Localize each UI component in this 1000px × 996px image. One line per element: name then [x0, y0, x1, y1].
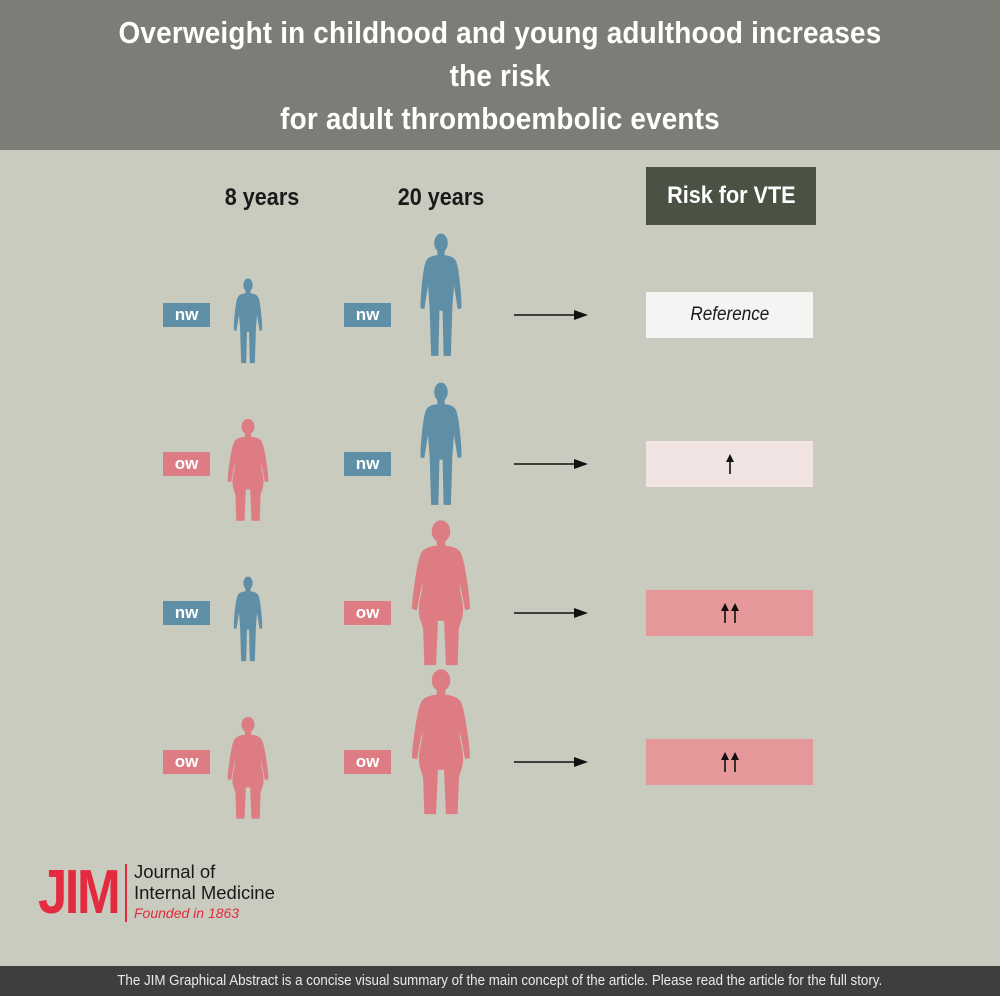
arrow-up-icon	[730, 603, 739, 623]
risk-header-label: Risk for VTE	[666, 182, 796, 209]
arrow-up-icon	[730, 752, 739, 772]
column-header-8-years: 8 years	[224, 184, 300, 211]
arrow-right-icon	[514, 310, 588, 320]
logo-line1: Journal of	[134, 861, 216, 882]
adult-weight-tag-4: ow	[344, 750, 391, 774]
child-weight-tag-4: ow	[163, 750, 210, 774]
child-weight-tag-3: nw	[163, 601, 210, 625]
adult-figure-3	[410, 519, 472, 672]
risk-box-2	[646, 441, 813, 487]
adult-silhouette-icon	[420, 382, 462, 505]
child-weight-tag-1: nw	[163, 303, 210, 327]
child-figure-4	[226, 716, 270, 825]
risk-label: Reference	[690, 304, 769, 325]
arrow-right-icon	[514, 459, 588, 469]
logo-mark: JIM	[38, 858, 121, 927]
adult-weight-tag-2: nw	[344, 452, 391, 476]
adult-figure-1	[415, 221, 467, 374]
risk-box-4	[646, 739, 813, 785]
page-title-line1: Overweight in childhood and young adulth…	[118, 14, 882, 93]
child-figure-1	[230, 269, 266, 378]
page-title-line2: for adult thromboembolic events	[280, 100, 720, 136]
header-banner: Overweight in childhood and young adulth…	[0, 0, 1000, 150]
adult-weight-tag-3: ow	[344, 601, 391, 625]
arrow-up-icon	[720, 752, 729, 772]
footer-text: The JIM Graphical Abstract is a concise …	[117, 973, 883, 989]
arrow-right-icon	[514, 757, 588, 767]
child-silhouette-icon	[233, 278, 263, 364]
logo-divider	[125, 864, 127, 922]
child-figure-2	[226, 418, 270, 527]
risk-box-3	[646, 590, 813, 636]
footer-note: The JIM Graphical Abstract is a concise …	[0, 966, 1000, 996]
risk-box-1: Reference	[646, 292, 813, 338]
adult-silhouette-icon	[412, 669, 470, 815]
adult-weight-tag-1: nw	[344, 303, 391, 327]
child-figure-3	[230, 567, 266, 676]
column-header-risk: Risk for VTE	[646, 167, 816, 225]
column-header-20-years: 20 years	[397, 184, 485, 211]
adult-figure-4	[410, 668, 472, 821]
arrow-up-icon	[725, 454, 734, 474]
adult-figure-2	[415, 370, 467, 523]
child-silhouette-icon	[227, 716, 269, 819]
child-silhouette-icon	[227, 418, 269, 521]
child-weight-tag-2: ow	[163, 452, 210, 476]
arrow-up-icon	[720, 603, 729, 623]
logo-founded: Founded in 1863	[134, 905, 240, 921]
adult-silhouette-icon	[412, 520, 470, 666]
logo-line2: Internal Medicine	[134, 882, 275, 903]
child-silhouette-icon	[233, 576, 263, 662]
page-title: Overweight in childhood and young adulth…	[113, 11, 887, 140]
adult-silhouette-icon	[420, 233, 462, 356]
jim-logo: JIM Journal of Internal Medicine Founded…	[38, 860, 298, 930]
arrow-right-icon	[514, 608, 588, 618]
